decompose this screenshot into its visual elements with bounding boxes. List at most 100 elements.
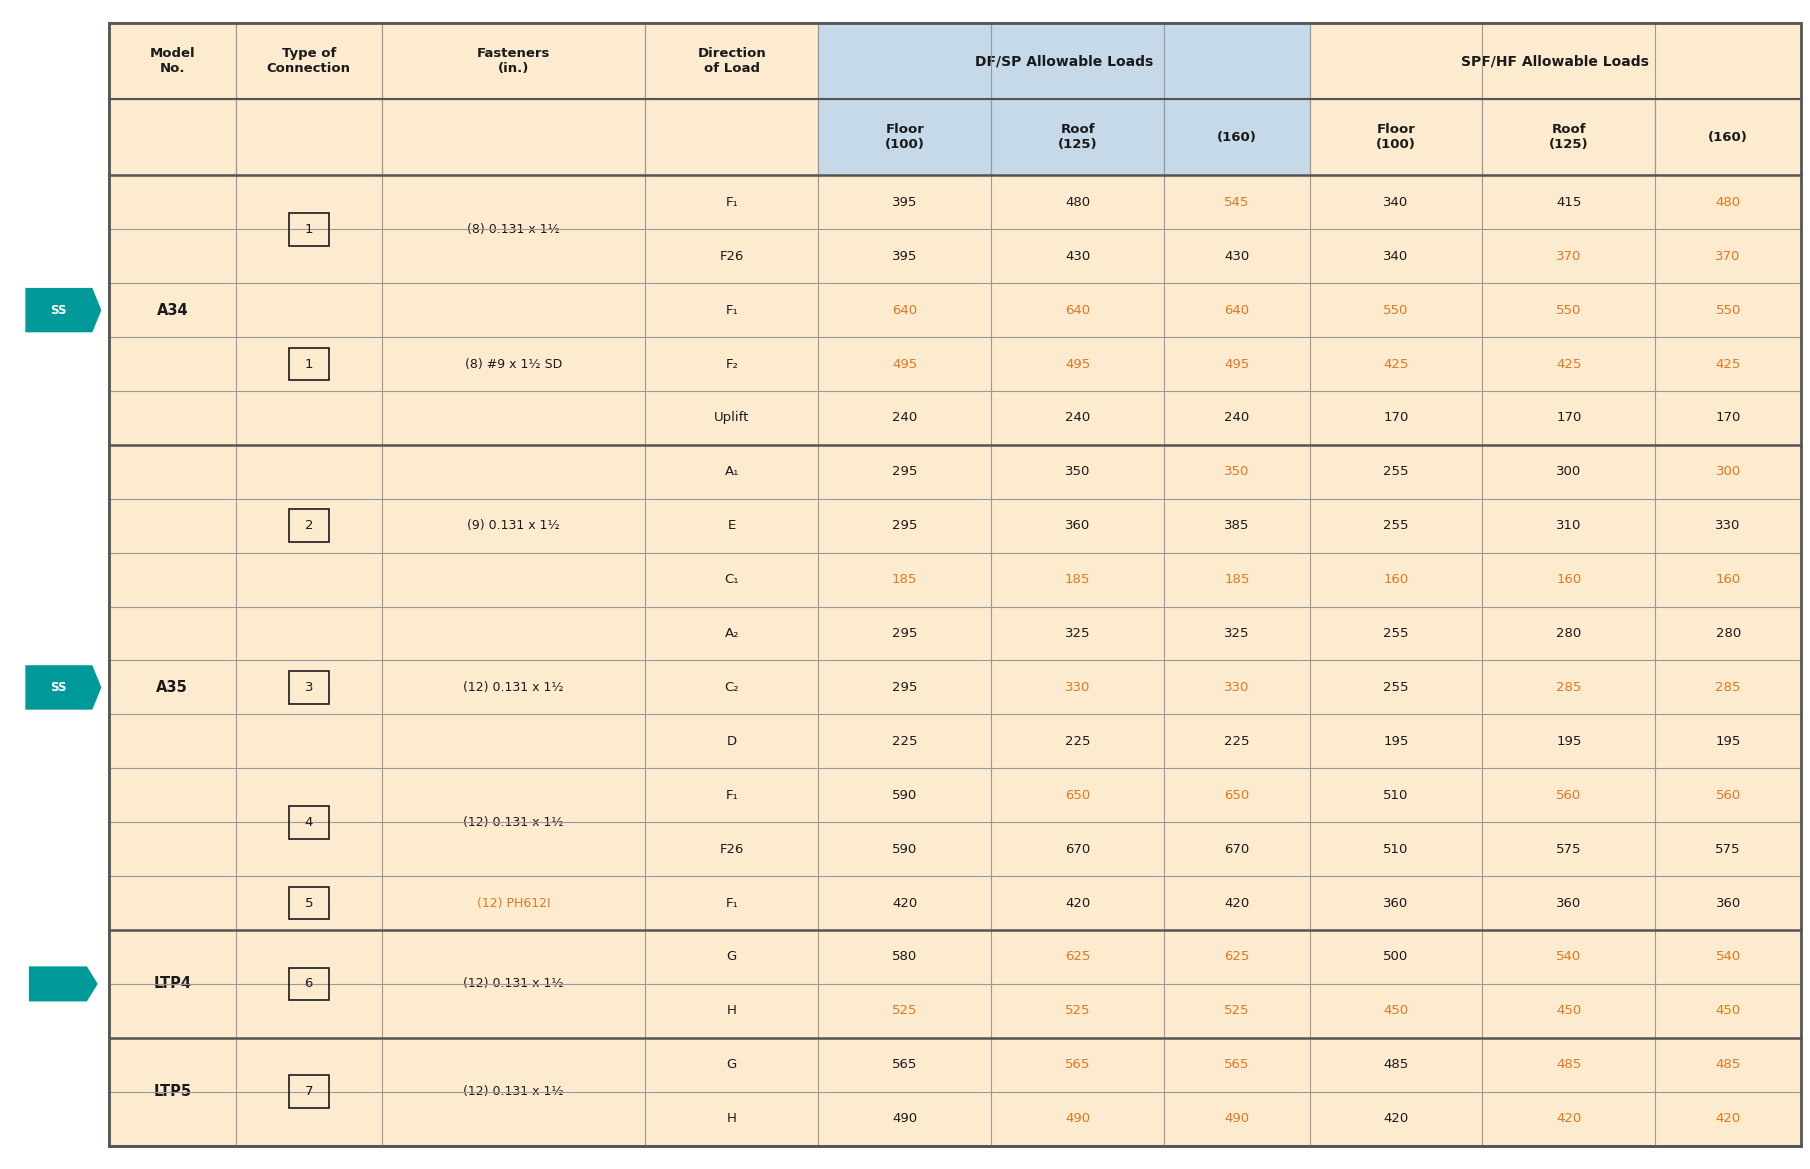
Bar [818, 984, 992, 1038]
Bar [992, 337, 1164, 390]
Bar [382, 607, 646, 660]
Text: 255: 255 [1383, 519, 1408, 532]
Text: (9) 0.131 x 1½: (9) 0.131 x 1½ [467, 519, 559, 532]
Text: 550: 550 [1557, 304, 1582, 317]
Text: 560: 560 [1557, 789, 1582, 802]
Bar [1482, 99, 1656, 175]
Text: 325: 325 [1064, 627, 1090, 641]
Text: A₂: A₂ [724, 627, 738, 641]
Text: LTP5: LTP5 [154, 1084, 192, 1099]
Bar [992, 283, 1164, 337]
Bar [1310, 175, 1482, 229]
Text: 545: 545 [1224, 195, 1249, 209]
Bar [382, 1038, 646, 1092]
Text: 420: 420 [1557, 1112, 1582, 1126]
Bar [1164, 607, 1310, 660]
Text: Direction
of Load: Direction of Load [697, 48, 766, 75]
Bar [992, 714, 1164, 768]
Text: Type of
Connection: Type of Connection [266, 48, 351, 75]
Text: 370: 370 [1716, 250, 1741, 263]
Bar [1656, 175, 1801, 229]
Bar [1164, 175, 1310, 229]
Bar [1164, 337, 1310, 390]
Bar [1482, 660, 1656, 714]
Text: 550: 550 [1383, 304, 1408, 317]
Bar [1656, 660, 1801, 714]
Bar [646, 984, 818, 1038]
Bar [1310, 499, 1482, 553]
Bar [1164, 984, 1310, 1038]
Bar [235, 175, 382, 229]
Bar [1164, 822, 1310, 876]
Text: 4: 4 [304, 816, 313, 829]
Bar [1310, 337, 1482, 390]
Bar [1164, 1092, 1310, 1146]
Text: 525: 525 [1064, 1004, 1090, 1017]
Bar [1310, 607, 1482, 660]
Bar [109, 175, 235, 229]
Text: 590: 590 [892, 789, 918, 802]
Bar [382, 337, 646, 390]
Text: 565: 565 [892, 1058, 918, 1071]
Bar [1310, 553, 1482, 607]
Text: SS: SS [49, 304, 67, 317]
Bar [382, 175, 646, 229]
Bar [382, 768, 646, 822]
Bar [1164, 553, 1310, 607]
Bar [646, 337, 818, 390]
Text: LTP4: LTP4 [154, 976, 192, 991]
Text: 650: 650 [1224, 789, 1249, 802]
Bar [1310, 660, 1482, 714]
Text: 195: 195 [1716, 735, 1741, 748]
Bar [235, 445, 382, 499]
Bar [1164, 768, 1310, 822]
Bar [1656, 931, 1801, 984]
Text: Uplift: Uplift [715, 411, 749, 424]
Bar [818, 1038, 992, 1092]
Text: 495: 495 [1064, 358, 1090, 371]
Text: F26: F26 [720, 250, 744, 263]
Text: 485: 485 [1383, 1058, 1408, 1071]
Bar [382, 99, 646, 175]
Text: 485: 485 [1557, 1058, 1582, 1071]
Bar [109, 876, 235, 931]
Bar [992, 1038, 1164, 1092]
Text: (8) 0.131 x 1½: (8) 0.131 x 1½ [467, 223, 559, 236]
Bar [1482, 445, 1656, 499]
Bar [1310, 390, 1482, 445]
Bar [1656, 822, 1801, 876]
Text: F₂: F₂ [726, 358, 738, 371]
Bar [1482, 984, 1656, 1038]
Text: 360: 360 [1716, 897, 1741, 909]
Bar [818, 283, 992, 337]
Text: 500: 500 [1383, 950, 1408, 963]
Text: C₂: C₂ [724, 680, 738, 694]
Text: SPF/HF Allowable Loads: SPF/HF Allowable Loads [1461, 55, 1649, 68]
Text: 425: 425 [1716, 358, 1741, 371]
Bar [235, 876, 382, 931]
Text: Roof
(125): Roof (125) [1057, 124, 1097, 151]
Text: 225: 225 [1064, 735, 1090, 748]
Text: 330: 330 [1224, 680, 1249, 694]
Bar [109, 768, 235, 822]
Bar [382, 931, 646, 984]
Bar [1310, 876, 1482, 931]
Text: 385: 385 [1224, 519, 1249, 532]
Bar [1164, 390, 1310, 445]
Bar [1310, 822, 1482, 876]
Bar [1482, 1092, 1656, 1146]
Bar [1656, 229, 1801, 283]
Polygon shape [25, 665, 101, 710]
Text: G: G [728, 950, 737, 963]
Bar [646, 99, 818, 175]
Bar [992, 768, 1164, 822]
Bar [1310, 931, 1482, 984]
Text: 420: 420 [1064, 897, 1090, 909]
Bar [992, 1092, 1164, 1146]
Bar [235, 229, 382, 283]
Bar [1310, 984, 1482, 1038]
Text: 240: 240 [1224, 411, 1249, 424]
Bar [646, 283, 818, 337]
Text: 395: 395 [892, 250, 918, 263]
Text: (160): (160) [1216, 131, 1256, 144]
